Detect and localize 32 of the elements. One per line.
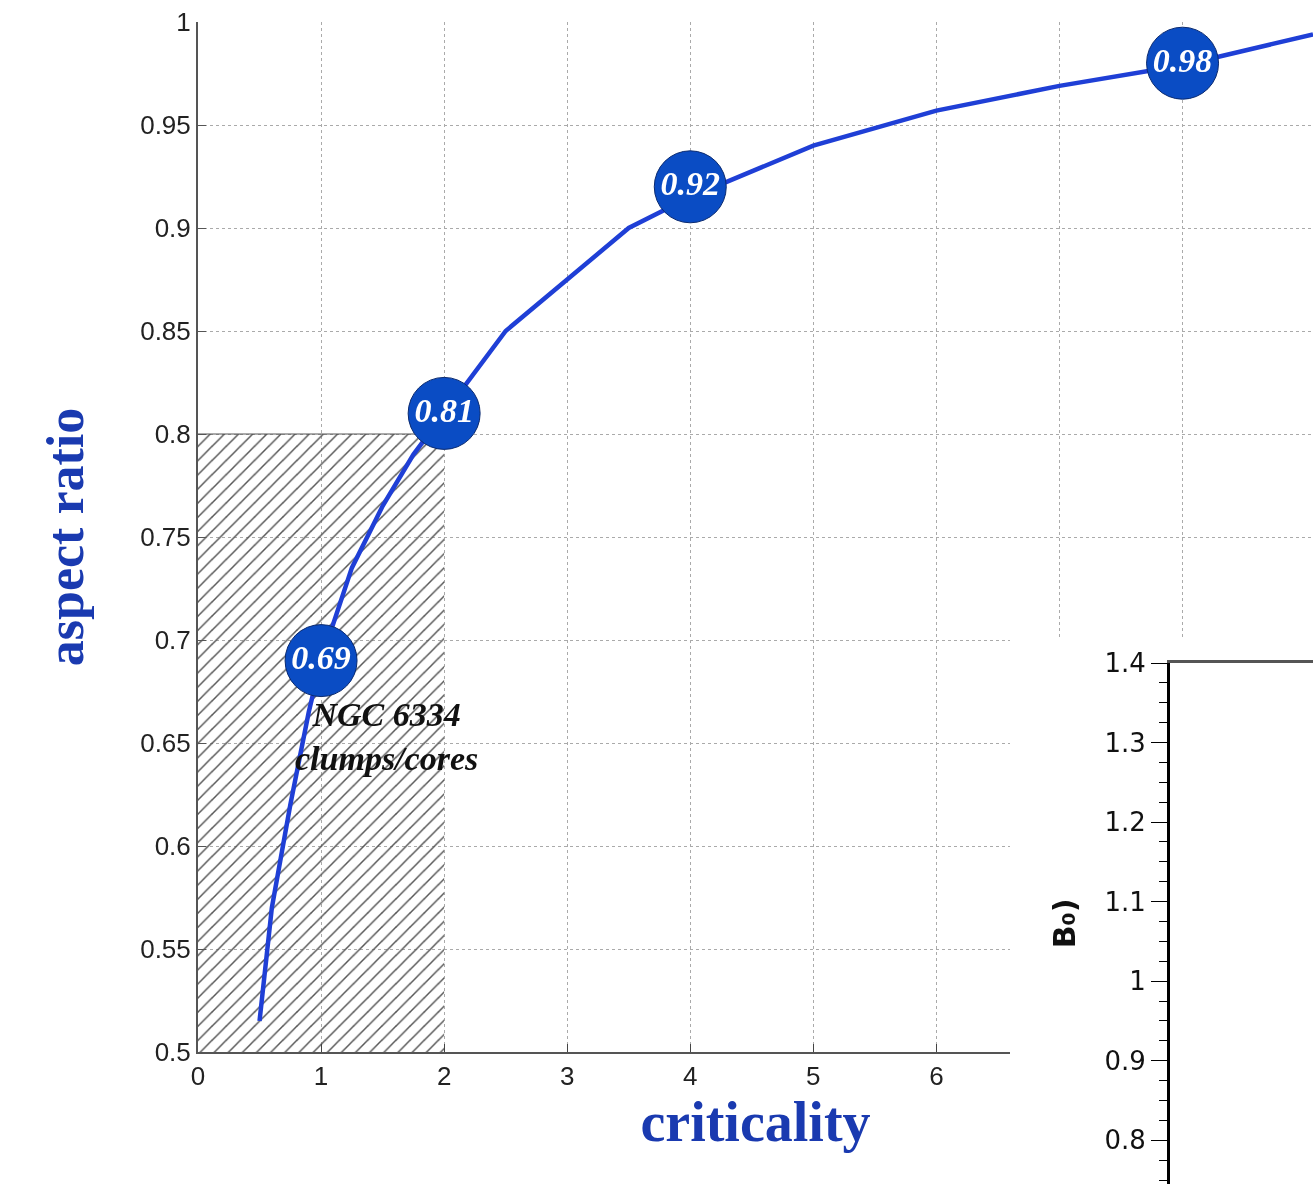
- x-tick-label: 6: [929, 1061, 944, 1092]
- x-tick-label: 4: [683, 1061, 698, 1092]
- x-tick-label: 0: [190, 1061, 206, 1092]
- y-axis-title: aspect ratio: [36, 407, 94, 667]
- y-tick-label: 0.6: [154, 831, 191, 862]
- y-tick-label: 1.3: [1104, 727, 1146, 758]
- x-tick-label: 2: [436, 1061, 452, 1092]
- y-tick-label: 1.2: [1104, 807, 1146, 838]
- y-tick-label: 0.9: [1104, 1045, 1146, 1076]
- y-tick-label: 0.7: [154, 625, 191, 656]
- y-axis-title: B₀): [1047, 898, 1083, 949]
- y-tick-label: 0.5: [154, 1037, 191, 1068]
- x-tick-label: 1: [313, 1061, 329, 1092]
- data-label: 0.81: [414, 391, 474, 429]
- x-axis-title: criticality: [640, 1091, 871, 1154]
- y-tick-label: 1: [1129, 966, 1146, 997]
- y-tick-label: 1.1: [1104, 886, 1146, 917]
- data-label: 0.98: [1152, 41, 1213, 79]
- y-tick-label: 0.75: [140, 522, 191, 553]
- y-tick-label: 1: [176, 7, 191, 38]
- data-label: 0.92: [660, 165, 721, 203]
- y-tick-label: 0.85: [140, 316, 191, 347]
- y-tick-label: 0.65: [140, 728, 191, 759]
- y-tick-label: 1.4: [1104, 648, 1146, 679]
- y-tick-label: 0.9: [154, 213, 191, 244]
- x-tick-label: 3: [559, 1061, 575, 1092]
- y-tick-label: 0.8: [154, 419, 191, 450]
- y-tick-label: 0.55: [140, 934, 191, 965]
- y-tick-label: 0.8: [1104, 1125, 1146, 1156]
- x-tick-label: 5: [806, 1061, 821, 1092]
- y-tick-label: 0.95: [140, 110, 191, 141]
- data-label: 0.69: [291, 639, 351, 677]
